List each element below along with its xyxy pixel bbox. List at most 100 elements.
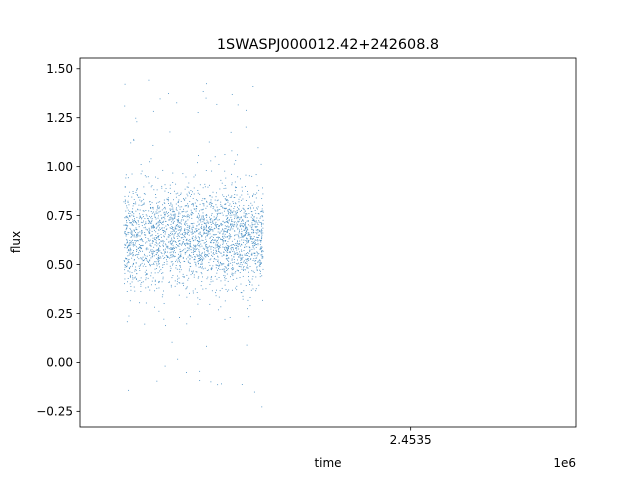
data-point bbox=[183, 285, 185, 287]
data-point bbox=[243, 270, 244, 271]
data-point bbox=[186, 372, 187, 373]
data-point bbox=[158, 239, 160, 241]
data-point bbox=[133, 243, 134, 245]
data-point bbox=[260, 223, 262, 225]
data-point bbox=[192, 213, 194, 214]
data-point bbox=[207, 276, 209, 278]
data-point bbox=[193, 193, 195, 195]
data-point bbox=[124, 202, 126, 204]
data-point bbox=[199, 257, 201, 258]
data-point bbox=[137, 196, 139, 198]
data-point bbox=[126, 291, 128, 292]
data-point bbox=[136, 236, 138, 238]
data-point bbox=[215, 295, 217, 297]
data-point bbox=[252, 238, 254, 239]
data-point bbox=[129, 251, 131, 253]
data-point bbox=[156, 226, 158, 228]
data-point bbox=[135, 227, 137, 229]
data-point bbox=[180, 250, 182, 252]
data-point bbox=[248, 232, 250, 234]
data-point bbox=[151, 227, 153, 229]
data-point bbox=[235, 203, 237, 205]
data-point bbox=[228, 245, 230, 247]
data-point bbox=[180, 223, 182, 225]
data-point bbox=[206, 240, 207, 242]
data-point bbox=[208, 227, 210, 229]
data-point bbox=[200, 259, 201, 260]
data-point bbox=[225, 228, 227, 230]
data-point bbox=[171, 211, 173, 213]
data-point bbox=[220, 179, 222, 181]
data-point bbox=[210, 201, 212, 203]
data-point bbox=[190, 246, 192, 248]
data-point bbox=[155, 194, 156, 195]
data-point bbox=[149, 260, 151, 262]
data-point bbox=[177, 261, 179, 263]
data-point bbox=[166, 259, 167, 261]
data-point bbox=[254, 260, 256, 262]
data-point bbox=[193, 256, 195, 258]
data-point bbox=[232, 264, 234, 266]
data-point bbox=[187, 195, 189, 197]
data-point bbox=[192, 232, 193, 234]
data-point bbox=[227, 248, 229, 250]
data-point bbox=[224, 279, 226, 281]
data-point bbox=[170, 228, 172, 229]
data-point bbox=[245, 185, 246, 187]
data-point bbox=[233, 222, 235, 224]
data-point bbox=[244, 230, 246, 231]
data-point bbox=[189, 266, 191, 268]
data-point bbox=[155, 240, 157, 242]
data-point bbox=[241, 194, 243, 196]
data-point bbox=[143, 210, 145, 212]
data-point bbox=[178, 234, 180, 236]
data-point bbox=[247, 241, 249, 243]
data-point bbox=[227, 230, 228, 232]
data-point bbox=[216, 244, 218, 246]
data-point bbox=[224, 240, 226, 242]
data-point bbox=[128, 232, 130, 234]
data-point bbox=[249, 282, 251, 283]
data-point bbox=[171, 221, 173, 223]
data-point bbox=[139, 246, 141, 248]
data-point bbox=[231, 173, 233, 175]
data-point bbox=[211, 269, 213, 271]
data-point bbox=[191, 252, 193, 253]
data-point bbox=[246, 261, 248, 263]
data-point bbox=[212, 237, 214, 238]
data-point bbox=[126, 263, 128, 265]
data-point bbox=[259, 273, 261, 275]
data-point bbox=[211, 246, 213, 248]
data-point bbox=[148, 240, 150, 242]
data-point bbox=[218, 245, 220, 247]
data-point bbox=[252, 270, 254, 272]
data-point bbox=[234, 202, 236, 204]
data-point bbox=[192, 212, 193, 213]
data-point bbox=[124, 230, 126, 232]
data-point bbox=[241, 384, 243, 385]
data-point bbox=[176, 225, 177, 227]
data-point bbox=[250, 226, 252, 228]
data-point bbox=[178, 277, 180, 279]
data-point bbox=[149, 232, 151, 234]
data-point bbox=[157, 252, 159, 254]
data-point bbox=[231, 224, 233, 226]
data-point bbox=[257, 231, 259, 233]
data-point bbox=[225, 199, 227, 201]
data-point bbox=[140, 201, 142, 203]
data-point bbox=[249, 281, 251, 283]
data-point bbox=[153, 255, 155, 257]
data-point bbox=[194, 230, 196, 232]
data-point bbox=[209, 203, 211, 205]
data-point bbox=[257, 208, 258, 210]
data-point bbox=[244, 235, 246, 236]
data-point bbox=[154, 237, 155, 239]
data-point bbox=[247, 235, 249, 236]
data-point bbox=[259, 244, 261, 246]
data-point bbox=[183, 238, 185, 240]
data-point bbox=[218, 266, 220, 268]
data-point bbox=[232, 201, 234, 203]
data-point bbox=[173, 215, 175, 216]
data-point bbox=[257, 240, 259, 242]
data-point bbox=[226, 273, 228, 275]
